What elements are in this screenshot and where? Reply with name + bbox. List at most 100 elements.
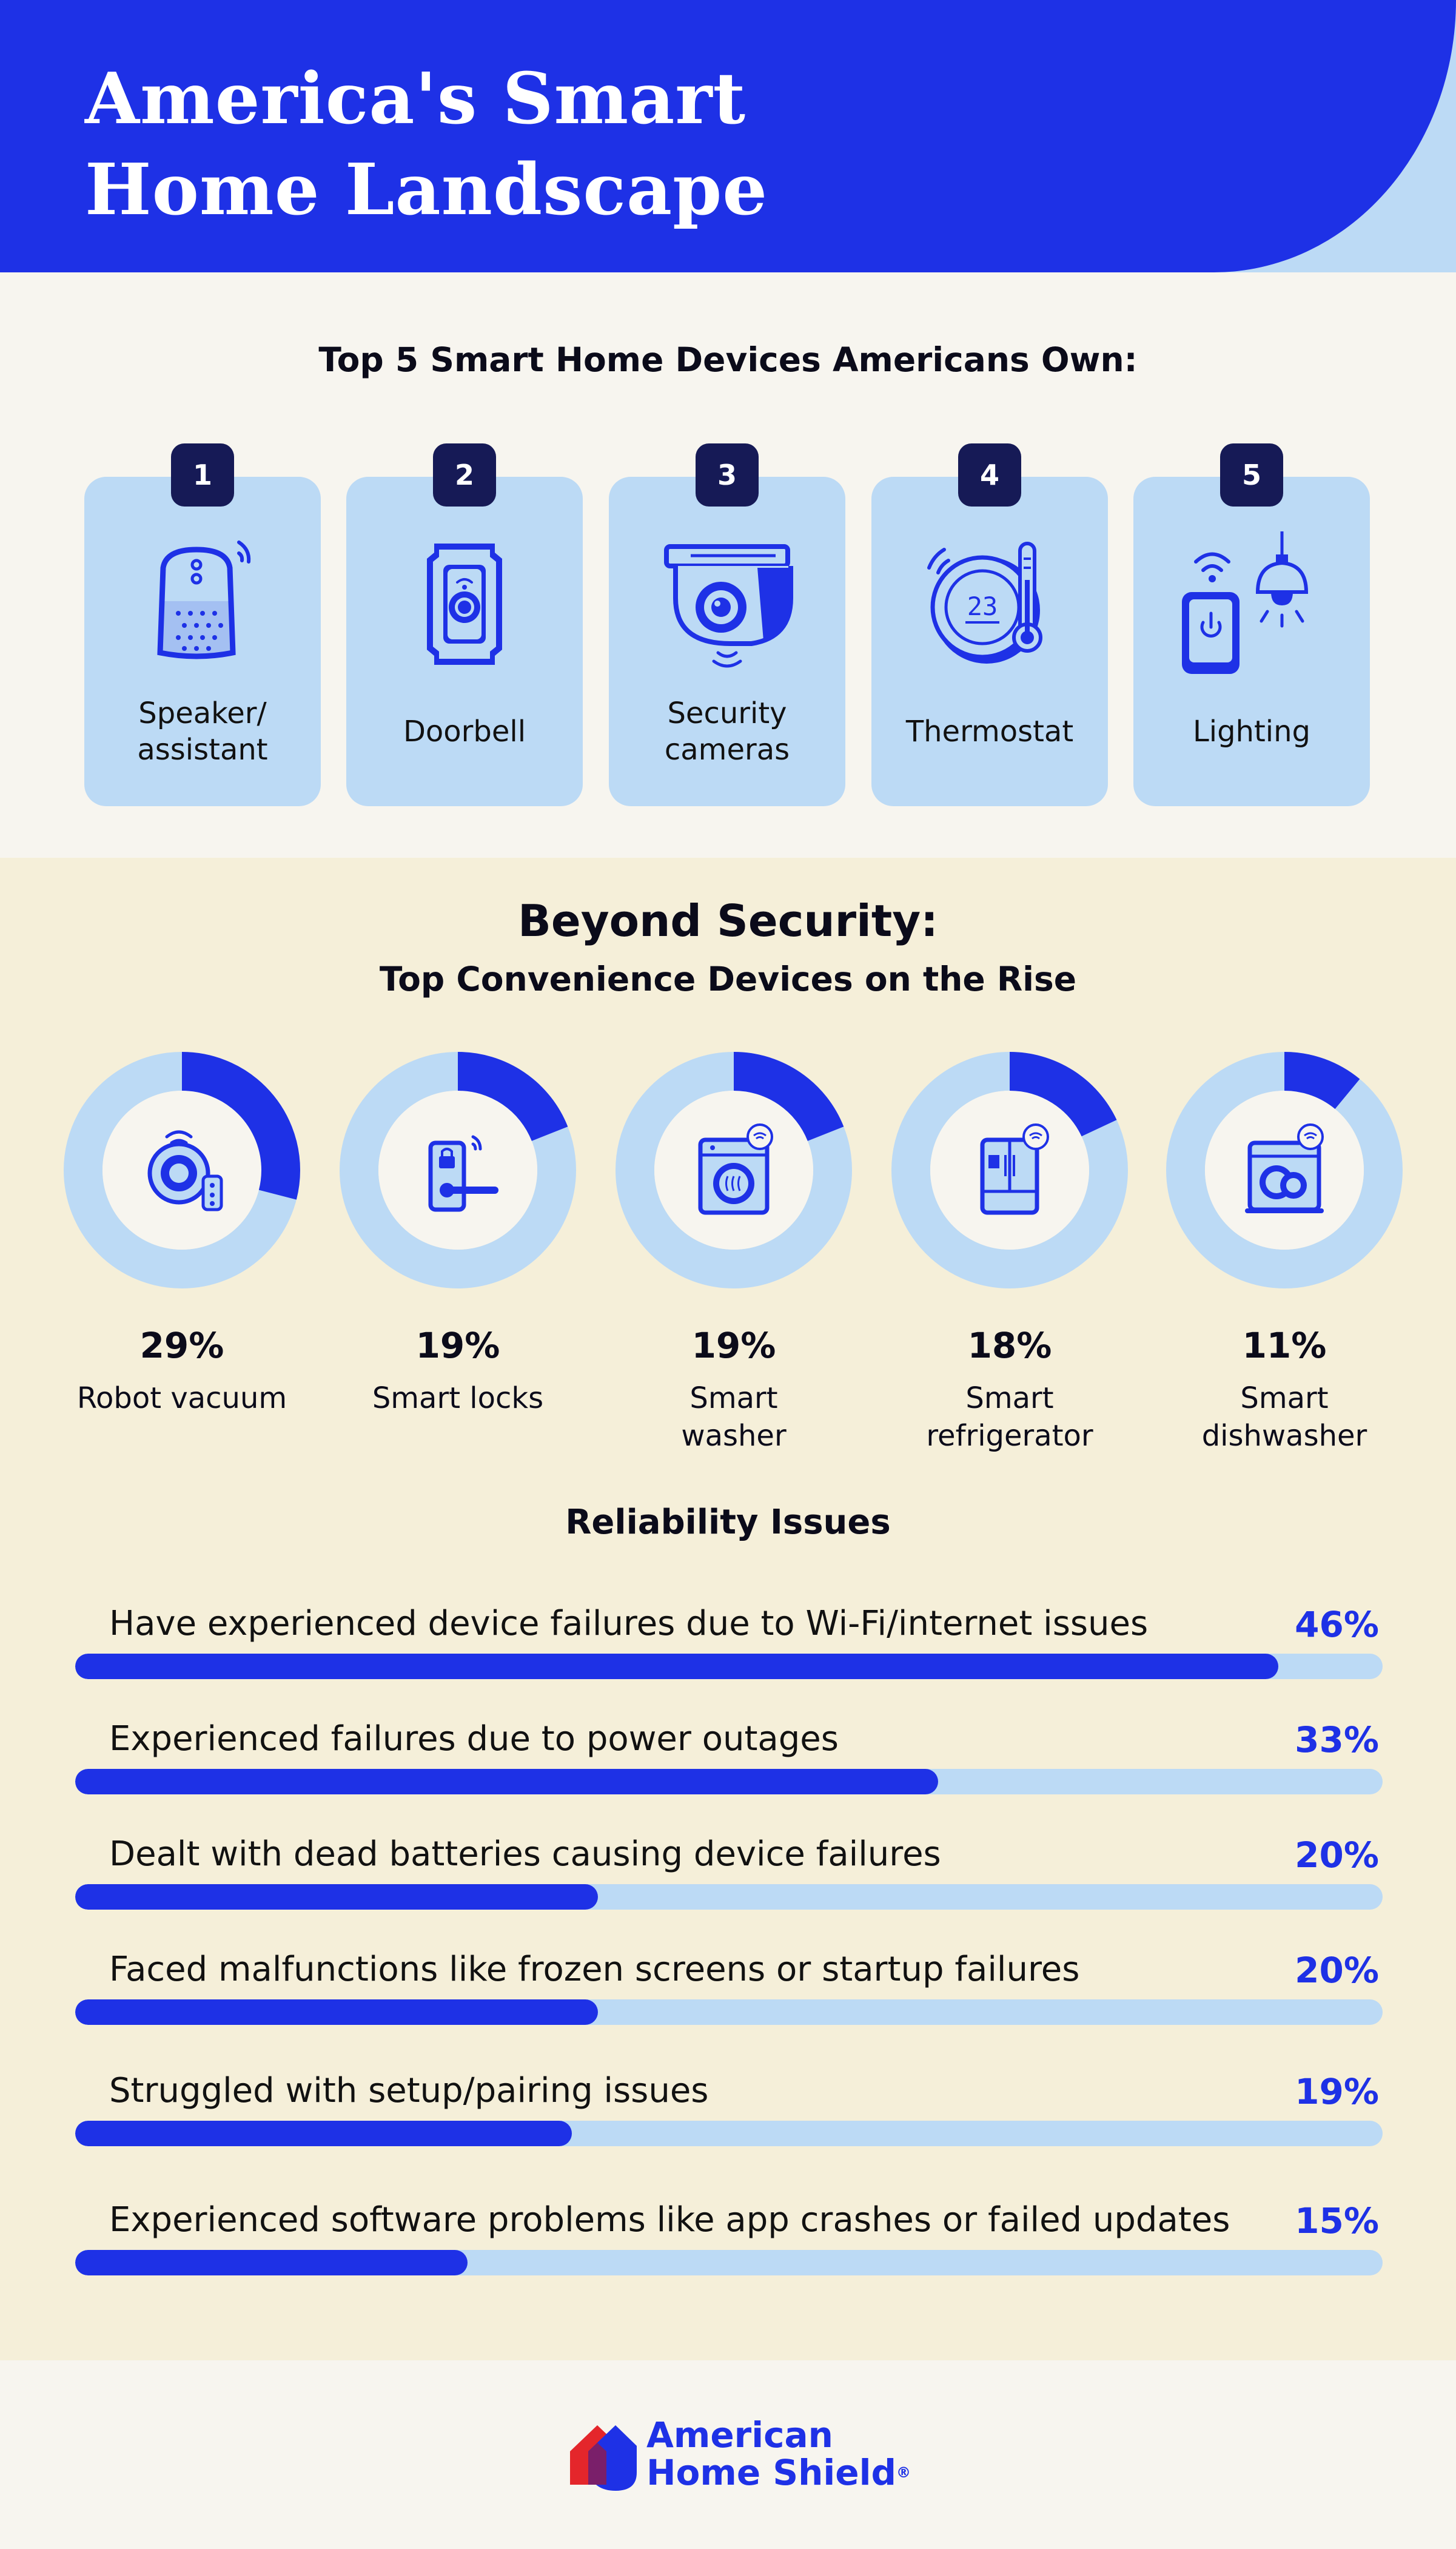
reliability-row: Experienced failures due to power outage… [75, 1719, 1383, 1804]
smart-lock-icon [428, 1135, 498, 1212]
donut-slice [616, 1052, 852, 1288]
doorbell-icon [427, 544, 502, 665]
smart-dishwasher-icon [1245, 1123, 1324, 1213]
brand-logo-text: American Home Shield® [646, 2416, 911, 2491]
reliability-value-label: 20% [1295, 1834, 1379, 1876]
reliability-bar [75, 2250, 468, 2275]
footer: American Home Shield® [0, 2360, 1456, 2549]
device-card-thermostat: 4 23 Thermostat [871, 443, 1108, 806]
device-label-line1: Lighting [1192, 715, 1310, 749]
donut-ring [64, 1052, 300, 1288]
reliability-bar [75, 2121, 572, 2146]
device-label-line1: Speaker/ [138, 696, 267, 730]
smart-speaker-icon [157, 540, 251, 659]
device-card-lighting: 5 Lighting [1133, 443, 1370, 806]
donut-slice [64, 1052, 300, 1288]
trademark: ® [896, 2464, 911, 2481]
device-label-line1: Thermostat [905, 715, 1074, 749]
donut-item: 19% Smart locks [340, 1052, 576, 1440]
page-title-line1: America's Smart [85, 58, 746, 140]
reliability-heading: Reliability Issues [565, 1503, 891, 1542]
donut-category-label: Robot vacuum [76, 1381, 287, 1415]
reliability-bar-track [75, 1654, 1383, 1679]
page-title: America's Smart Home Landscape [85, 53, 768, 235]
lighting-icon [1182, 531, 1309, 674]
reliability-bar [75, 1654, 1278, 1679]
device-label-line2: cameras [664, 733, 790, 767]
security-camera-icon [664, 544, 793, 668]
reliability-row: Have experienced device failures due to … [75, 1604, 1383, 1689]
header-banner: America's Smart Home Landscape [0, 0, 1456, 272]
device-label: Speaker/ assistant [84, 695, 321, 768]
reliability-bar-track [75, 1999, 1383, 2025]
reliability-value-label: 46% [1295, 1604, 1379, 1645]
device-label: Security cameras [609, 695, 845, 768]
donut-slice [891, 1052, 1128, 1288]
reliability-value-label: 33% [1295, 1719, 1379, 1760]
rank-badge: 1 [171, 443, 234, 507]
donut-category-label: Smart refrigerator [926, 1381, 1093, 1453]
reliability-label: Struggled with setup/pairing issues [109, 2071, 709, 2110]
donut-value-label: 19% [691, 1325, 776, 1366]
donut-item: 18% Smart refrigerator [891, 1052, 1128, 1453]
reliability-label: Have experienced device failures due to … [109, 1604, 1149, 1643]
device-label: Thermostat [871, 713, 1108, 750]
reliability-label: Experienced failures due to power outage… [109, 1719, 839, 1759]
convenience-heading: Beyond Security: [518, 895, 938, 946]
top-devices-section: Top 5 Smart Home Devices Americans Own: … [0, 272, 1456, 858]
smart-washer-icon [698, 1123, 773, 1215]
rank-badge: 5 [1220, 443, 1283, 507]
reliability-label: Experienced software problems like app c… [109, 2200, 1230, 2240]
device-label: Doorbell [346, 713, 583, 750]
reliability-bar [75, 1769, 938, 1794]
donut-category-label: Smart locks [372, 1381, 544, 1415]
donut-value-label: 19% [415, 1325, 500, 1366]
reliability-bar [75, 1884, 599, 1910]
reliability-bar-track [75, 2121, 1383, 2146]
donut-item: 19% Smart washer [616, 1052, 852, 1453]
reliability-row: Experienced software problems like app c… [75, 2200, 1383, 2285]
donut-value-label: 11% [1242, 1325, 1327, 1366]
rank-badge: 4 [958, 443, 1021, 507]
reliability-value-label: 20% [1295, 1950, 1379, 1991]
device-card-speaker: 1 Speaker/ assistant [84, 443, 321, 806]
reliability-value-label: 19% [1295, 2071, 1379, 2112]
reliability-value-label: 15% [1295, 2200, 1379, 2241]
donut-category-label: Smart dishwasher [1201, 1381, 1367, 1453]
device-label-line1: Doorbell [403, 715, 526, 749]
reliability-row: Faced malfunctions like frozen screens o… [75, 1950, 1383, 2035]
device-label-line2: assistant [137, 733, 268, 767]
rank-badge: 2 [433, 443, 496, 507]
thermostat-icon: 23 [927, 542, 1042, 664]
donut-category-label: Smart washer [681, 1381, 787, 1453]
smart-refrigerator-icon [980, 1123, 1049, 1215]
brand-line2-text: Home Shield [646, 2452, 897, 2493]
reliability-label: Dealt with dead batteries causing device… [109, 1834, 941, 1874]
donut-value-label: 29% [139, 1325, 224, 1366]
reliability-bar-track [75, 1769, 1383, 1794]
top-devices-heading: Top 5 Smart Home Devices Americans Own: [318, 340, 1138, 379]
device-card-doorbell: 2 Doorbell [346, 443, 583, 806]
reliability-bar-track [75, 1884, 1383, 1910]
brand-line2: Home Shield® [646, 2454, 911, 2491]
convenience-section: Beyond Security: Top Convenience Devices… [0, 858, 1456, 2360]
reliability-row: Struggled with setup/pairing issues 19% [75, 2071, 1383, 2156]
reliability-label: Faced malfunctions like frozen screens o… [109, 1950, 1080, 1989]
device-label: Lighting [1133, 713, 1370, 750]
donut-slice [1166, 1052, 1403, 1288]
device-label-line1: Security [667, 696, 787, 730]
device-card-security-cameras: 3 Security cameras [609, 443, 845, 806]
brand-line1: American [646, 2414, 833, 2456]
rank-badge: 3 [696, 443, 759, 507]
page-title-line2: Home Landscape [85, 149, 768, 231]
reliability-bar-track [75, 2250, 1383, 2275]
donut-value-label: 18% [967, 1325, 1052, 1366]
reliability-bar [75, 1999, 599, 2025]
robot-vacuum-icon [147, 1130, 223, 1211]
donut-item: 29% Robot vacuum [64, 1052, 300, 1440]
donut-slice [340, 1052, 576, 1288]
donut-item: 11% Smart dishwasher [1166, 1052, 1403, 1453]
svg-text:23: 23 [967, 591, 998, 621]
reliability-row: Dealt with dead batteries causing device… [75, 1834, 1383, 1919]
header-background [0, 0, 1456, 272]
